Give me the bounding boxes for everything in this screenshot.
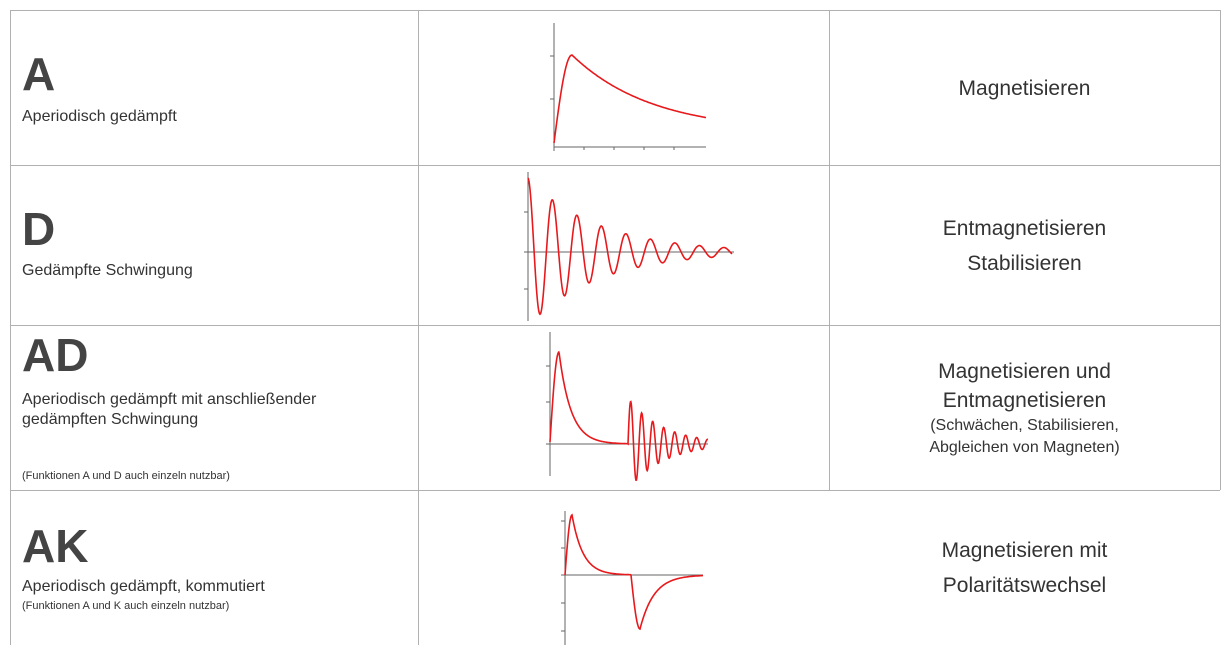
application-detail: Abgleichen von Magneten)	[929, 439, 1120, 456]
row-divider	[10, 325, 1220, 326]
type-cell: D Gedämpfte Schwingung	[22, 166, 412, 325]
application-line: Magnetisieren	[958, 76, 1091, 100]
waveform-ak-curve	[564, 513, 703, 631]
application-line: Magnetisieren und	[938, 360, 1111, 383]
application-cell: Entmagnetisieren Stabilisieren	[829, 166, 1220, 325]
type-note: (Funktionen A und K auch einzeln nutzbar…	[22, 600, 230, 612]
application-line: Magnetisieren mit	[941, 539, 1108, 562]
waveform-ad-curve	[549, 350, 709, 482]
row-divider	[10, 490, 1220, 491]
type-description: Aperiodisch gedämpft mit anschließender …	[22, 391, 317, 428]
type-cell: A Aperiodisch gedämpft	[22, 11, 412, 165]
column-divider	[829, 10, 830, 490]
table-border-right	[1220, 10, 1221, 490]
type-code: AD	[22, 329, 89, 381]
waveform-a-graph	[550, 23, 707, 151]
table-row: A Aperiodisch gedämpft Magnetisieren	[10, 11, 1220, 165]
waveform-d-graph	[524, 172, 734, 321]
application-line: Polaritätswechsel	[942, 574, 1107, 597]
type-code: D	[22, 203, 56, 255]
application-detail: (Schwächen, Stabilisieren,	[930, 417, 1119, 434]
axis-ticks	[524, 211, 528, 290]
axis-ticks	[561, 520, 565, 632]
waveform-cell	[418, 11, 828, 165]
application-cell: Magnetisieren mit Polaritätswechsel	[829, 491, 1220, 645]
waveform-cell	[418, 166, 828, 325]
application-line: Stabilisieren	[967, 251, 1082, 275]
type-note: (Funktionen A und D auch einzeln nutzbar…	[22, 470, 230, 482]
table-row: AD Aperiodisch gedämpft mit anschließend…	[10, 326, 1220, 490]
waveform-cell	[418, 326, 828, 490]
waveform-cell	[418, 491, 828, 645]
table-border-left	[10, 10, 11, 645]
type-code: A	[22, 48, 56, 100]
table-row: AK Aperiodisch gedämpft, kommutiert (Fun…	[10, 491, 1220, 645]
table-border-top	[10, 10, 1220, 11]
application-cell: Magnetisieren	[829, 11, 1220, 165]
table-row: D Gedämpfte Schwingung Entmagnetisieren …	[10, 166, 1220, 325]
waveform-a-curve	[553, 54, 707, 144]
application-line: Entmagnetisieren	[942, 216, 1107, 240]
type-cell: AD Aperiodisch gedämpft mit anschließend…	[22, 326, 412, 490]
axis-ticks	[550, 55, 675, 150]
type-cell: AK Aperiodisch gedämpft, kommutiert (Fun…	[22, 491, 412, 645]
type-description: Aperiodisch gedämpft	[22, 108, 177, 125]
waveform-ak-graph	[561, 511, 703, 645]
axis-ticks	[546, 365, 550, 403]
column-divider	[418, 10, 419, 645]
type-description: Gedämpfte Schwingung	[22, 262, 193, 279]
waveform-ad-graph	[546, 332, 709, 482]
row-divider	[10, 165, 1220, 166]
application-line: Entmagnetisieren	[942, 389, 1107, 412]
type-code: AK	[22, 520, 89, 572]
type-description: Aperiodisch gedämpft, kommutiert	[22, 578, 265, 595]
application-cell: Magnetisieren und Entmagnetisieren (Schw…	[829, 326, 1220, 490]
waveform-d-curve	[527, 177, 733, 316]
